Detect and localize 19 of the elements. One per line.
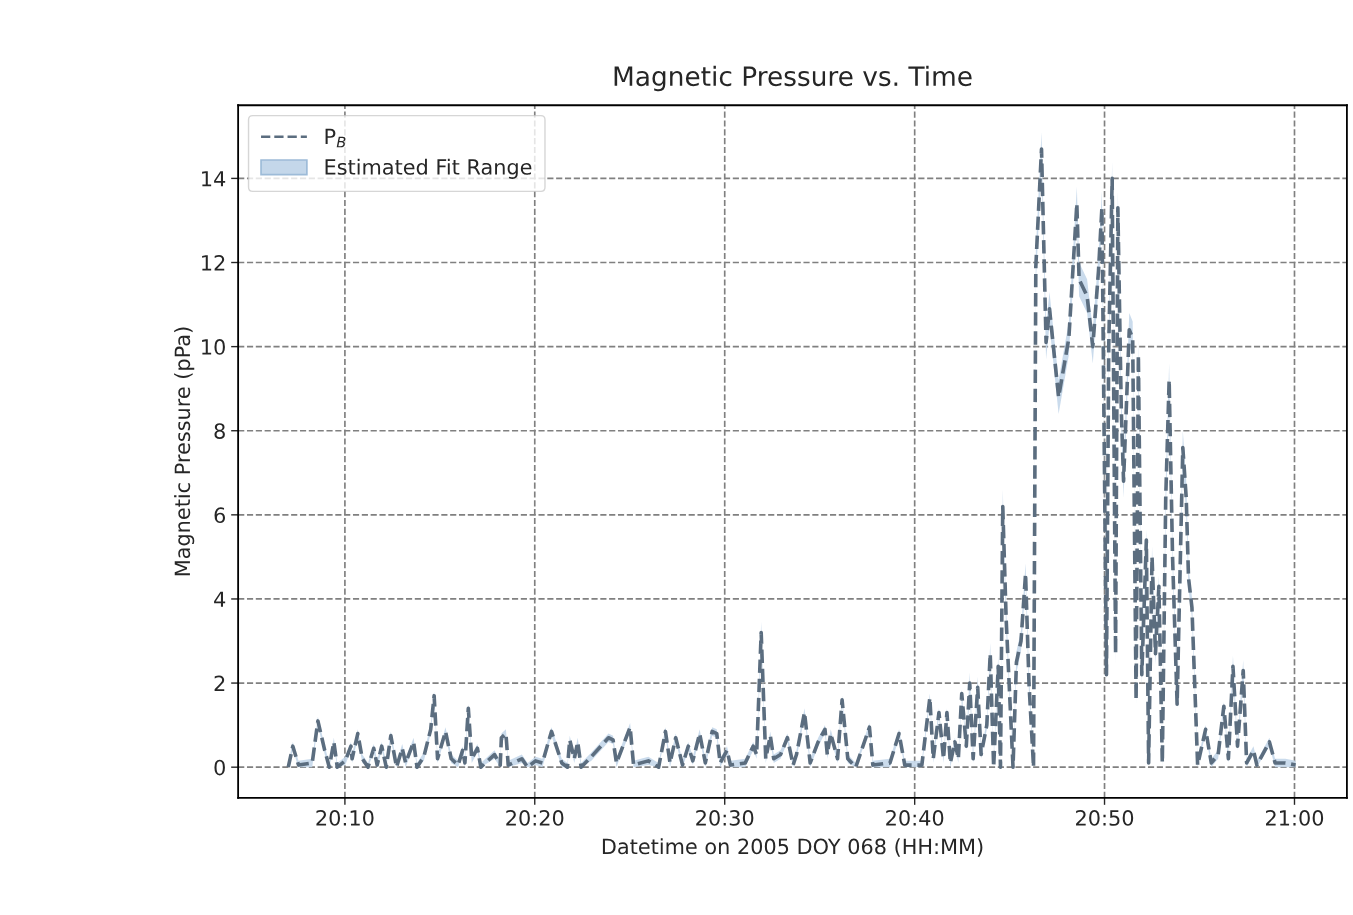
- legend-label: P$_{B}$: [325, 128, 346, 148]
- x-tick-label: 20:10: [316, 810, 374, 826]
- x-axis-title: Datetime on 2005 DOY 068 (HH:MM): [602, 838, 983, 857]
- chart-title: Magnetic Pressure vs. Time: [614, 65, 972, 92]
- y-tick-label: 14: [202, 171, 226, 187]
- x-tick-label: 20:40: [886, 810, 944, 826]
- y-tick-label: 0: [214, 759, 225, 776]
- y-tick-label: 2: [214, 675, 225, 691]
- y-tick-label: 12: [202, 254, 225, 271]
- x-tick-label: 20:20: [506, 810, 564, 826]
- legend-label: Estimated Fit Range: [325, 158, 532, 179]
- y-tick-label: 4: [214, 591, 226, 607]
- y-tick-label: 10: [202, 339, 225, 355]
- x-tick-label: 21:00: [1266, 810, 1324, 826]
- y-tick-label: 8: [214, 423, 225, 439]
- x-tick-label: 20:30: [696, 810, 754, 826]
- y-axis-title: Magnetic Pressure (pPa): [174, 327, 195, 576]
- x-tick-label: 20:50: [1076, 810, 1134, 826]
- y-tick-label: 6: [214, 507, 226, 524]
